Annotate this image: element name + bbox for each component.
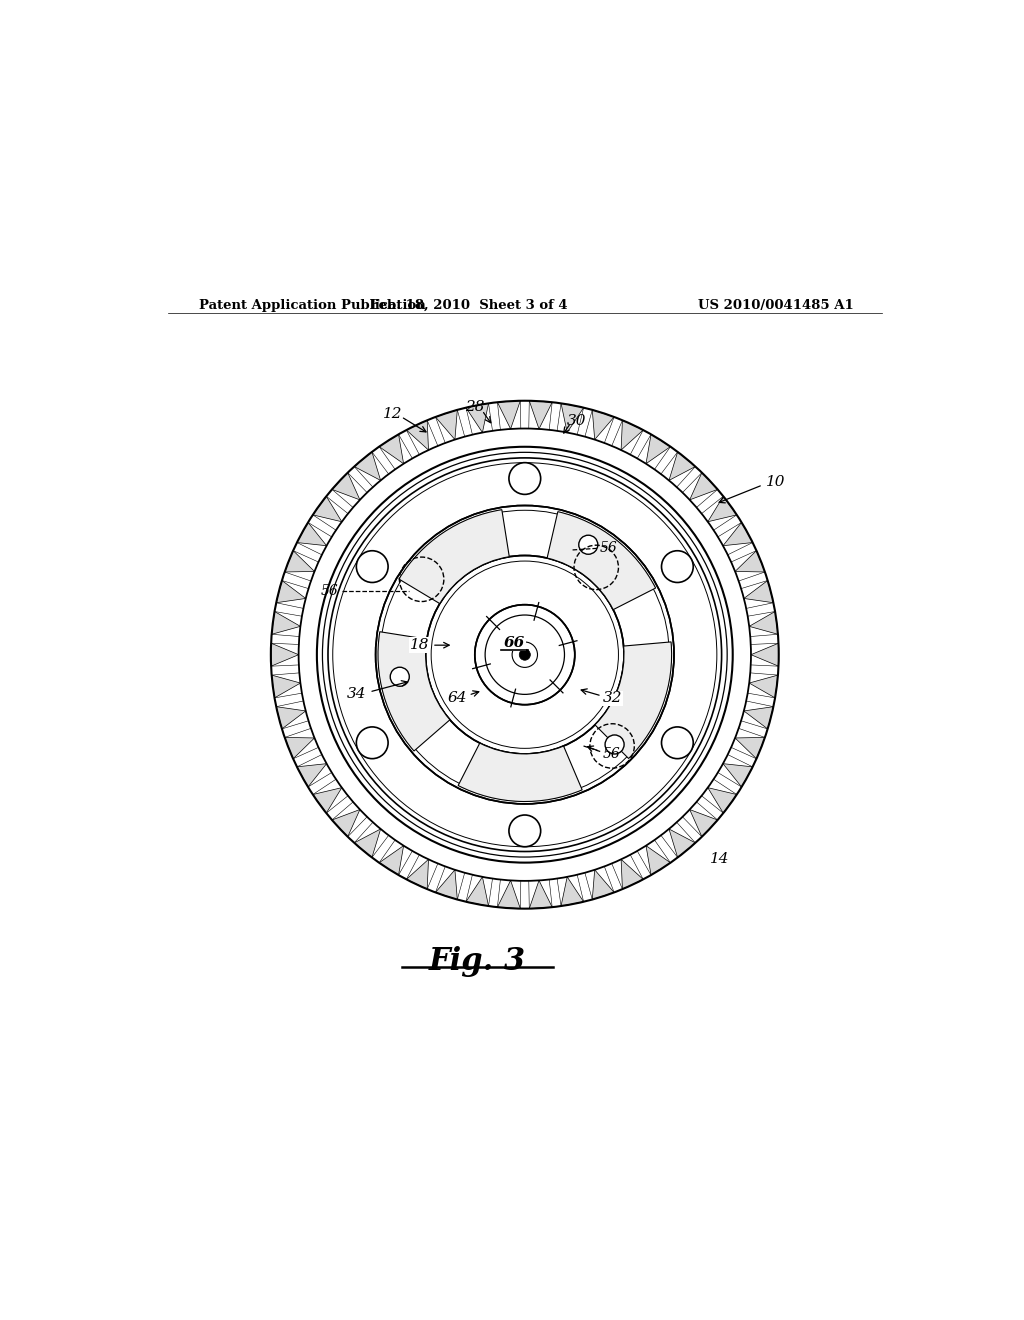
- Polygon shape: [708, 788, 737, 813]
- Polygon shape: [592, 870, 614, 899]
- Polygon shape: [561, 404, 584, 433]
- Polygon shape: [708, 496, 737, 521]
- Polygon shape: [312, 496, 342, 521]
- Circle shape: [662, 550, 693, 582]
- Polygon shape: [743, 706, 773, 729]
- Polygon shape: [379, 846, 403, 875]
- Circle shape: [509, 814, 541, 846]
- Polygon shape: [735, 738, 765, 759]
- Text: 32: 32: [603, 692, 623, 705]
- Polygon shape: [498, 880, 520, 908]
- Text: 64: 64: [447, 690, 467, 705]
- Circle shape: [519, 649, 530, 660]
- Wedge shape: [399, 510, 509, 603]
- Text: Feb. 18, 2010  Sheet 3 of 4: Feb. 18, 2010 Sheet 3 of 4: [371, 300, 568, 312]
- Circle shape: [270, 401, 778, 908]
- Circle shape: [475, 605, 574, 705]
- Circle shape: [512, 642, 538, 668]
- Polygon shape: [723, 523, 753, 545]
- Text: Patent Application Publication: Patent Application Publication: [200, 300, 426, 312]
- Circle shape: [316, 446, 733, 862]
- Polygon shape: [354, 829, 381, 858]
- Polygon shape: [498, 401, 520, 429]
- Text: 56: 56: [599, 541, 617, 556]
- Text: 28: 28: [465, 400, 484, 414]
- Text: 30: 30: [566, 413, 586, 428]
- Polygon shape: [271, 611, 300, 635]
- Polygon shape: [669, 451, 695, 480]
- Wedge shape: [378, 632, 450, 751]
- Polygon shape: [276, 706, 306, 729]
- Polygon shape: [561, 876, 584, 906]
- Wedge shape: [547, 512, 655, 610]
- Text: 34: 34: [347, 688, 367, 701]
- Circle shape: [390, 667, 410, 686]
- Polygon shape: [332, 473, 359, 500]
- Polygon shape: [529, 880, 552, 908]
- Polygon shape: [271, 643, 299, 667]
- Polygon shape: [646, 846, 671, 875]
- Polygon shape: [466, 876, 488, 906]
- Text: 18: 18: [410, 638, 429, 652]
- Polygon shape: [466, 404, 488, 433]
- Polygon shape: [407, 859, 428, 890]
- Circle shape: [356, 550, 388, 582]
- Text: 66: 66: [504, 636, 525, 649]
- Polygon shape: [407, 420, 428, 450]
- Polygon shape: [354, 451, 381, 480]
- Text: 56: 56: [321, 585, 338, 598]
- Polygon shape: [751, 643, 778, 667]
- Polygon shape: [379, 434, 403, 463]
- Polygon shape: [723, 764, 753, 787]
- Text: Fig. 3: Fig. 3: [429, 946, 525, 977]
- Polygon shape: [285, 738, 314, 759]
- Polygon shape: [297, 523, 327, 545]
- Polygon shape: [743, 581, 773, 603]
- Polygon shape: [735, 550, 765, 572]
- Polygon shape: [332, 809, 359, 837]
- Polygon shape: [435, 411, 458, 440]
- Polygon shape: [622, 859, 643, 890]
- Polygon shape: [271, 675, 300, 698]
- Polygon shape: [750, 675, 778, 698]
- Polygon shape: [285, 550, 314, 572]
- Circle shape: [509, 462, 541, 495]
- Polygon shape: [646, 434, 671, 463]
- Polygon shape: [529, 401, 552, 429]
- Polygon shape: [297, 764, 327, 787]
- Text: 14: 14: [710, 851, 729, 866]
- Wedge shape: [458, 743, 583, 801]
- Text: 12: 12: [383, 408, 402, 421]
- Text: 10: 10: [766, 475, 785, 488]
- Circle shape: [579, 535, 598, 554]
- Circle shape: [426, 556, 624, 754]
- Polygon shape: [690, 473, 718, 500]
- Polygon shape: [435, 870, 458, 899]
- Polygon shape: [750, 611, 778, 635]
- Polygon shape: [312, 788, 342, 813]
- Polygon shape: [690, 809, 718, 837]
- Text: US 2010/0041485 A1: US 2010/0041485 A1: [698, 300, 854, 312]
- Wedge shape: [595, 642, 672, 759]
- Polygon shape: [276, 581, 306, 603]
- Polygon shape: [622, 420, 643, 450]
- Circle shape: [356, 727, 388, 759]
- Text: 56: 56: [602, 747, 621, 760]
- Circle shape: [662, 727, 693, 759]
- Polygon shape: [669, 829, 695, 858]
- Circle shape: [605, 735, 624, 754]
- Circle shape: [376, 506, 674, 804]
- Polygon shape: [592, 411, 614, 440]
